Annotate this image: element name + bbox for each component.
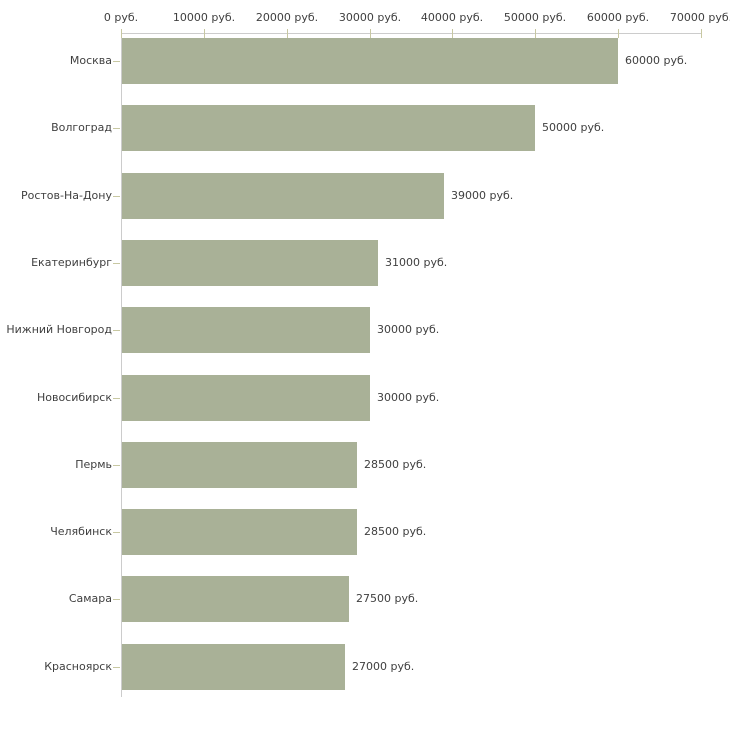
category-label: Новосибирск <box>36 391 112 404</box>
x-axis-line <box>121 33 702 34</box>
category-label: Красноярск <box>44 660 112 673</box>
x-axis-tick <box>121 29 122 38</box>
bar-value-label: 28500 руб. <box>364 525 427 538</box>
bar-value-label: 27000 руб. <box>352 660 415 673</box>
bar-value-label: 30000 руб. <box>377 391 440 404</box>
y-axis-tick <box>113 599 120 600</box>
bar-value-label: 30000 руб. <box>377 323 440 336</box>
x-axis-tick-label: 70000 руб. <box>669 11 730 24</box>
x-axis-tick <box>452 29 453 38</box>
y-axis-tick <box>113 398 120 399</box>
y-axis-tick <box>113 465 120 466</box>
bar <box>122 644 345 690</box>
bar <box>122 38 618 84</box>
x-axis-tick <box>287 29 288 38</box>
x-axis-tick-label: 30000 руб. <box>338 11 402 24</box>
bar <box>122 240 378 286</box>
y-axis-line <box>121 33 122 697</box>
bar-value-label: 27500 руб. <box>356 592 419 605</box>
y-axis-tick <box>113 61 120 62</box>
y-axis-tick <box>113 128 120 129</box>
category-label: Самара <box>68 592 112 605</box>
y-axis-tick <box>113 330 120 331</box>
bar-value-label: 28500 руб. <box>364 458 427 471</box>
bar <box>122 173 444 219</box>
x-axis-tick-label: 20000 руб. <box>255 11 319 24</box>
x-axis-tick-label: 50000 руб. <box>503 11 567 24</box>
x-axis-tick <box>204 29 205 38</box>
bar <box>122 105 535 151</box>
bar-value-label: 50000 руб. <box>542 121 605 134</box>
bar <box>122 307 370 353</box>
category-label: Ростов-На-Дону <box>20 189 112 202</box>
bar-value-label: 39000 руб. <box>451 189 514 202</box>
bar <box>122 576 349 622</box>
y-axis-tick <box>113 532 120 533</box>
category-label: Екатеринбург <box>31 256 112 269</box>
x-axis-tick-label: 60000 руб. <box>586 11 650 24</box>
category-label: Волгоград <box>51 121 112 134</box>
bar-value-label: 31000 руб. <box>385 256 448 269</box>
y-axis-tick <box>113 196 120 197</box>
bar <box>122 509 357 555</box>
bar <box>122 442 357 488</box>
category-label: Нижний Новгород <box>6 323 112 336</box>
x-axis-tick <box>618 29 619 38</box>
bar <box>122 375 370 421</box>
bar-value-label: 60000 руб. <box>625 54 688 67</box>
category-label: Москва <box>69 54 112 67</box>
x-axis-tick <box>535 29 536 38</box>
x-axis-tick-label: 0 руб. <box>103 11 139 24</box>
x-axis-tick <box>370 29 371 38</box>
x-axis-tick <box>701 29 702 38</box>
y-axis-tick <box>113 667 120 668</box>
y-axis-tick <box>113 263 120 264</box>
x-axis-tick-label: 40000 руб. <box>420 11 484 24</box>
category-label: Челябинск <box>50 525 112 538</box>
category-label: Пермь <box>75 458 112 471</box>
x-axis-tick-label: 10000 руб. <box>172 11 236 24</box>
